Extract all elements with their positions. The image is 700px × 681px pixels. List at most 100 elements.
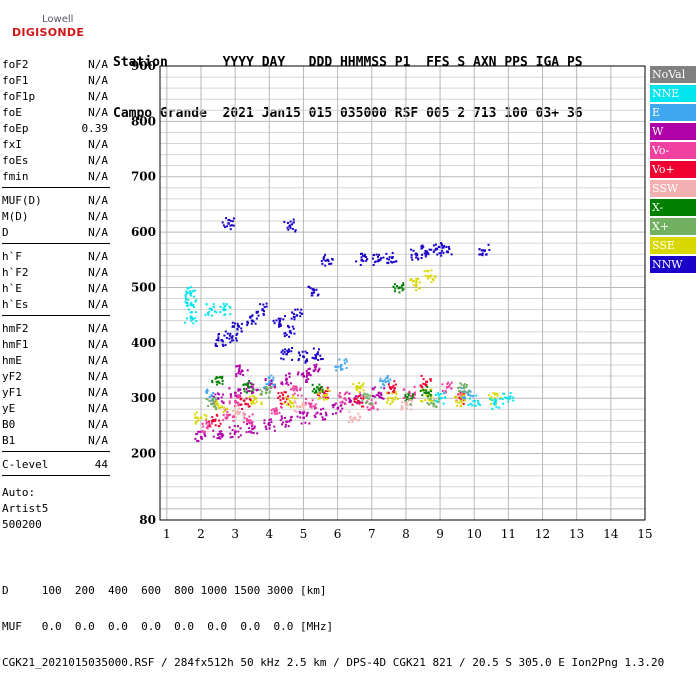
- echo-point-nnw: [322, 258, 325, 261]
- echo-point-w: [303, 411, 306, 414]
- echo-point-nnw: [281, 349, 284, 352]
- echo-point-nne: [222, 309, 225, 312]
- echo-point-nnw: [439, 242, 442, 245]
- echo-point-sse: [197, 419, 200, 422]
- echo-point-sse: [291, 402, 294, 405]
- echo-point-nne: [508, 397, 511, 400]
- echo-point-x-: [211, 379, 214, 382]
- echo-point-w: [308, 371, 311, 374]
- echo-point-nnw: [366, 258, 369, 261]
- echo-point-nnw: [427, 253, 430, 256]
- echo-point-vo-: [240, 403, 243, 406]
- echo-point-nnw: [229, 341, 232, 344]
- echo-point-nnw: [240, 330, 243, 333]
- echo-point-x-: [426, 385, 429, 388]
- echo-point-sse: [459, 405, 462, 408]
- echo-point-x-: [205, 397, 208, 400]
- echo-point-w: [231, 428, 234, 431]
- echo-point-w: [307, 368, 310, 371]
- echo-point-vo-: [201, 422, 204, 425]
- echo-point-nne: [443, 391, 446, 394]
- echo-point-w: [373, 386, 376, 389]
- param-value: N/A: [88, 338, 108, 351]
- echo-point-e: [212, 391, 215, 394]
- echo-point-nne: [507, 396, 510, 399]
- param-value: N/A: [88, 58, 108, 71]
- echo-point-e: [382, 380, 385, 383]
- echo-point-w: [229, 393, 232, 396]
- echo-point-w: [220, 400, 223, 403]
- echo-point-nnw: [443, 244, 446, 247]
- echo-point-nnw: [285, 352, 288, 356]
- echo-point-vo-: [462, 399, 465, 402]
- echo-point-sse: [253, 395, 256, 398]
- param-row: yF2 N/A: [2, 370, 108, 384]
- echo-point-nne: [223, 308, 227, 312]
- echo-point-vo-: [429, 378, 432, 381]
- echo-point-nnw: [232, 217, 235, 220]
- echo-point-nne: [492, 402, 495, 405]
- echo-point-x-: [311, 383, 314, 386]
- echo-point-vo-: [425, 381, 428, 384]
- echo-point-vo-: [389, 387, 392, 390]
- echo-point-nne: [489, 397, 492, 400]
- echo-point-w: [238, 366, 241, 369]
- echo-point-x-: [211, 399, 214, 402]
- echo-point-vo-: [358, 402, 361, 405]
- echo-point-x-: [361, 399, 364, 402]
- legend-item-e: E: [650, 104, 696, 121]
- echo-point-w: [354, 395, 357, 398]
- echo-point-nnw: [236, 324, 239, 327]
- echo-point-nnw: [230, 336, 234, 339]
- echo-point-sse: [260, 403, 263, 406]
- echo-point-w: [239, 373, 242, 376]
- echo-point-nne: [512, 399, 515, 402]
- echo-point-w: [380, 392, 383, 395]
- echo-point-nnw: [272, 319, 275, 322]
- echo-point-w: [237, 436, 240, 439]
- echo-point-vo-: [326, 396, 329, 399]
- echo-point-vo-: [243, 417, 246, 420]
- echo-point-x-: [429, 397, 432, 400]
- echo-point-w: [239, 388, 242, 391]
- echo-point-nnw: [447, 245, 450, 248]
- echo-point-w: [242, 373, 245, 376]
- echo-point-sse: [409, 279, 412, 282]
- echo-point-ssw: [404, 402, 408, 406]
- echo-point-nnw: [319, 354, 322, 357]
- echo-point-nnw: [306, 351, 309, 354]
- echo-point-w: [305, 369, 308, 372]
- echo-point-vo-: [309, 404, 312, 407]
- echo-point-nnw: [363, 255, 366, 258]
- echo-point-nnw: [235, 333, 238, 336]
- echo-point-sse: [415, 277, 418, 280]
- echo-point-nnw: [316, 352, 319, 355]
- echo-point-vo-: [326, 386, 329, 389]
- echo-point-vo-: [249, 422, 252, 425]
- param-value: N/A: [88, 298, 108, 311]
- echo-point-vo-: [203, 430, 206, 433]
- echo-point-nne: [195, 299, 198, 302]
- echo-point-w: [234, 430, 237, 433]
- echo-point-vo-: [290, 388, 293, 391]
- echo-point-nne: [437, 392, 440, 395]
- echo-point-sse: [203, 413, 206, 416]
- param-name: foEp: [2, 122, 29, 135]
- echo-point-nnw: [263, 306, 266, 309]
- echo-point-x-: [370, 402, 373, 405]
- echo-point-w: [235, 394, 238, 397]
- echo-point-nnw: [262, 303, 265, 306]
- echo-point-nne: [219, 311, 222, 314]
- echo-point-vo-: [344, 392, 347, 395]
- echo-point-w: [383, 387, 386, 390]
- echo-point-vo-: [358, 394, 361, 397]
- echo-point-vo-: [387, 383, 390, 386]
- echo-point-sse: [195, 420, 198, 423]
- echo-point-w: [321, 416, 324, 419]
- echo-point-nne: [474, 405, 477, 408]
- echo-point-ssw: [239, 411, 242, 414]
- echo-point-vo-: [324, 390, 327, 393]
- echo-point-x-: [321, 388, 324, 391]
- echo-point-x-: [248, 380, 251, 383]
- echo-point-nne: [493, 403, 496, 406]
